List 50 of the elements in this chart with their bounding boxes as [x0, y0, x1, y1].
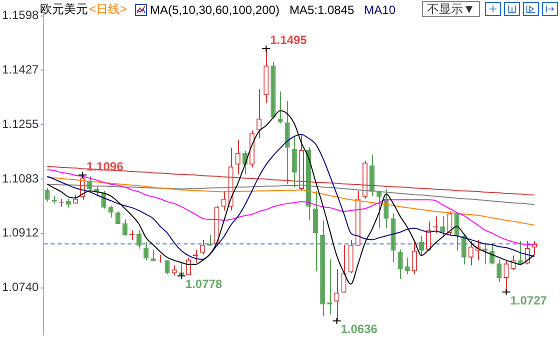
candlestick [235, 140, 240, 175]
candlestick [468, 240, 474, 266]
y-tick-label: 1.1598 [2, 8, 40, 22]
candlestick [341, 244, 346, 294]
candlestick [186, 257, 192, 276]
candlestick [136, 230, 142, 250]
candlestick [504, 260, 509, 293]
dropdown-button: 不显示▼ [422, 1, 480, 17]
chart-title: 欧元美元 [40, 1, 88, 18]
candlestick [278, 90, 283, 124]
annotation: 1.0636 [340, 322, 378, 336]
candlestick [284, 100, 290, 185]
annotation: 1.1495 [270, 32, 308, 47]
candlestick [426, 220, 432, 252]
annotation: 1.0727 [510, 293, 548, 308]
candlestick [115, 210, 120, 225]
legend-title: MA(5,10,30,60,100,200) [150, 2, 280, 16]
candlestick [518, 240, 523, 266]
y-tick-label: 1.0912 [2, 226, 40, 240]
candlestick [44, 188, 50, 202]
candlestick [496, 258, 502, 282]
y-tick-label: 1.1083 [2, 171, 40, 186]
candlestick [221, 190, 226, 212]
candlestick [418, 235, 424, 256]
candlestick [292, 136, 297, 188]
candlestick [172, 264, 177, 276]
chart-subtitle: <日线> [89, 1, 128, 18]
candlestick [398, 249, 403, 280]
candlestick [144, 241, 149, 261]
text: MA10 [364, 2, 396, 16]
candlestick [334, 268, 340, 322]
candlestick [256, 88, 262, 139]
y-tick-label: 1.1255 [2, 116, 40, 131]
candlestick [200, 240, 206, 256]
y-tick-label: 1.1427 [2, 62, 40, 76]
candlestick [482, 242, 488, 265]
candlestick [461, 234, 466, 265]
candlestick [101, 190, 106, 210]
candlestick [376, 190, 382, 229]
candlestick [412, 240, 417, 275]
candlestick [447, 210, 452, 236]
candlestick [440, 216, 446, 236]
candlestick [129, 230, 135, 241]
candlestick [164, 260, 170, 275]
candlestick [122, 218, 128, 236]
candlestick [108, 205, 114, 218]
annotation: 1.0778 [185, 277, 222, 292]
candlestick [313, 190, 318, 272]
y-tick-label: 1.0740 [2, 280, 40, 294]
text: MA5:1.0845 [289, 2, 354, 16]
